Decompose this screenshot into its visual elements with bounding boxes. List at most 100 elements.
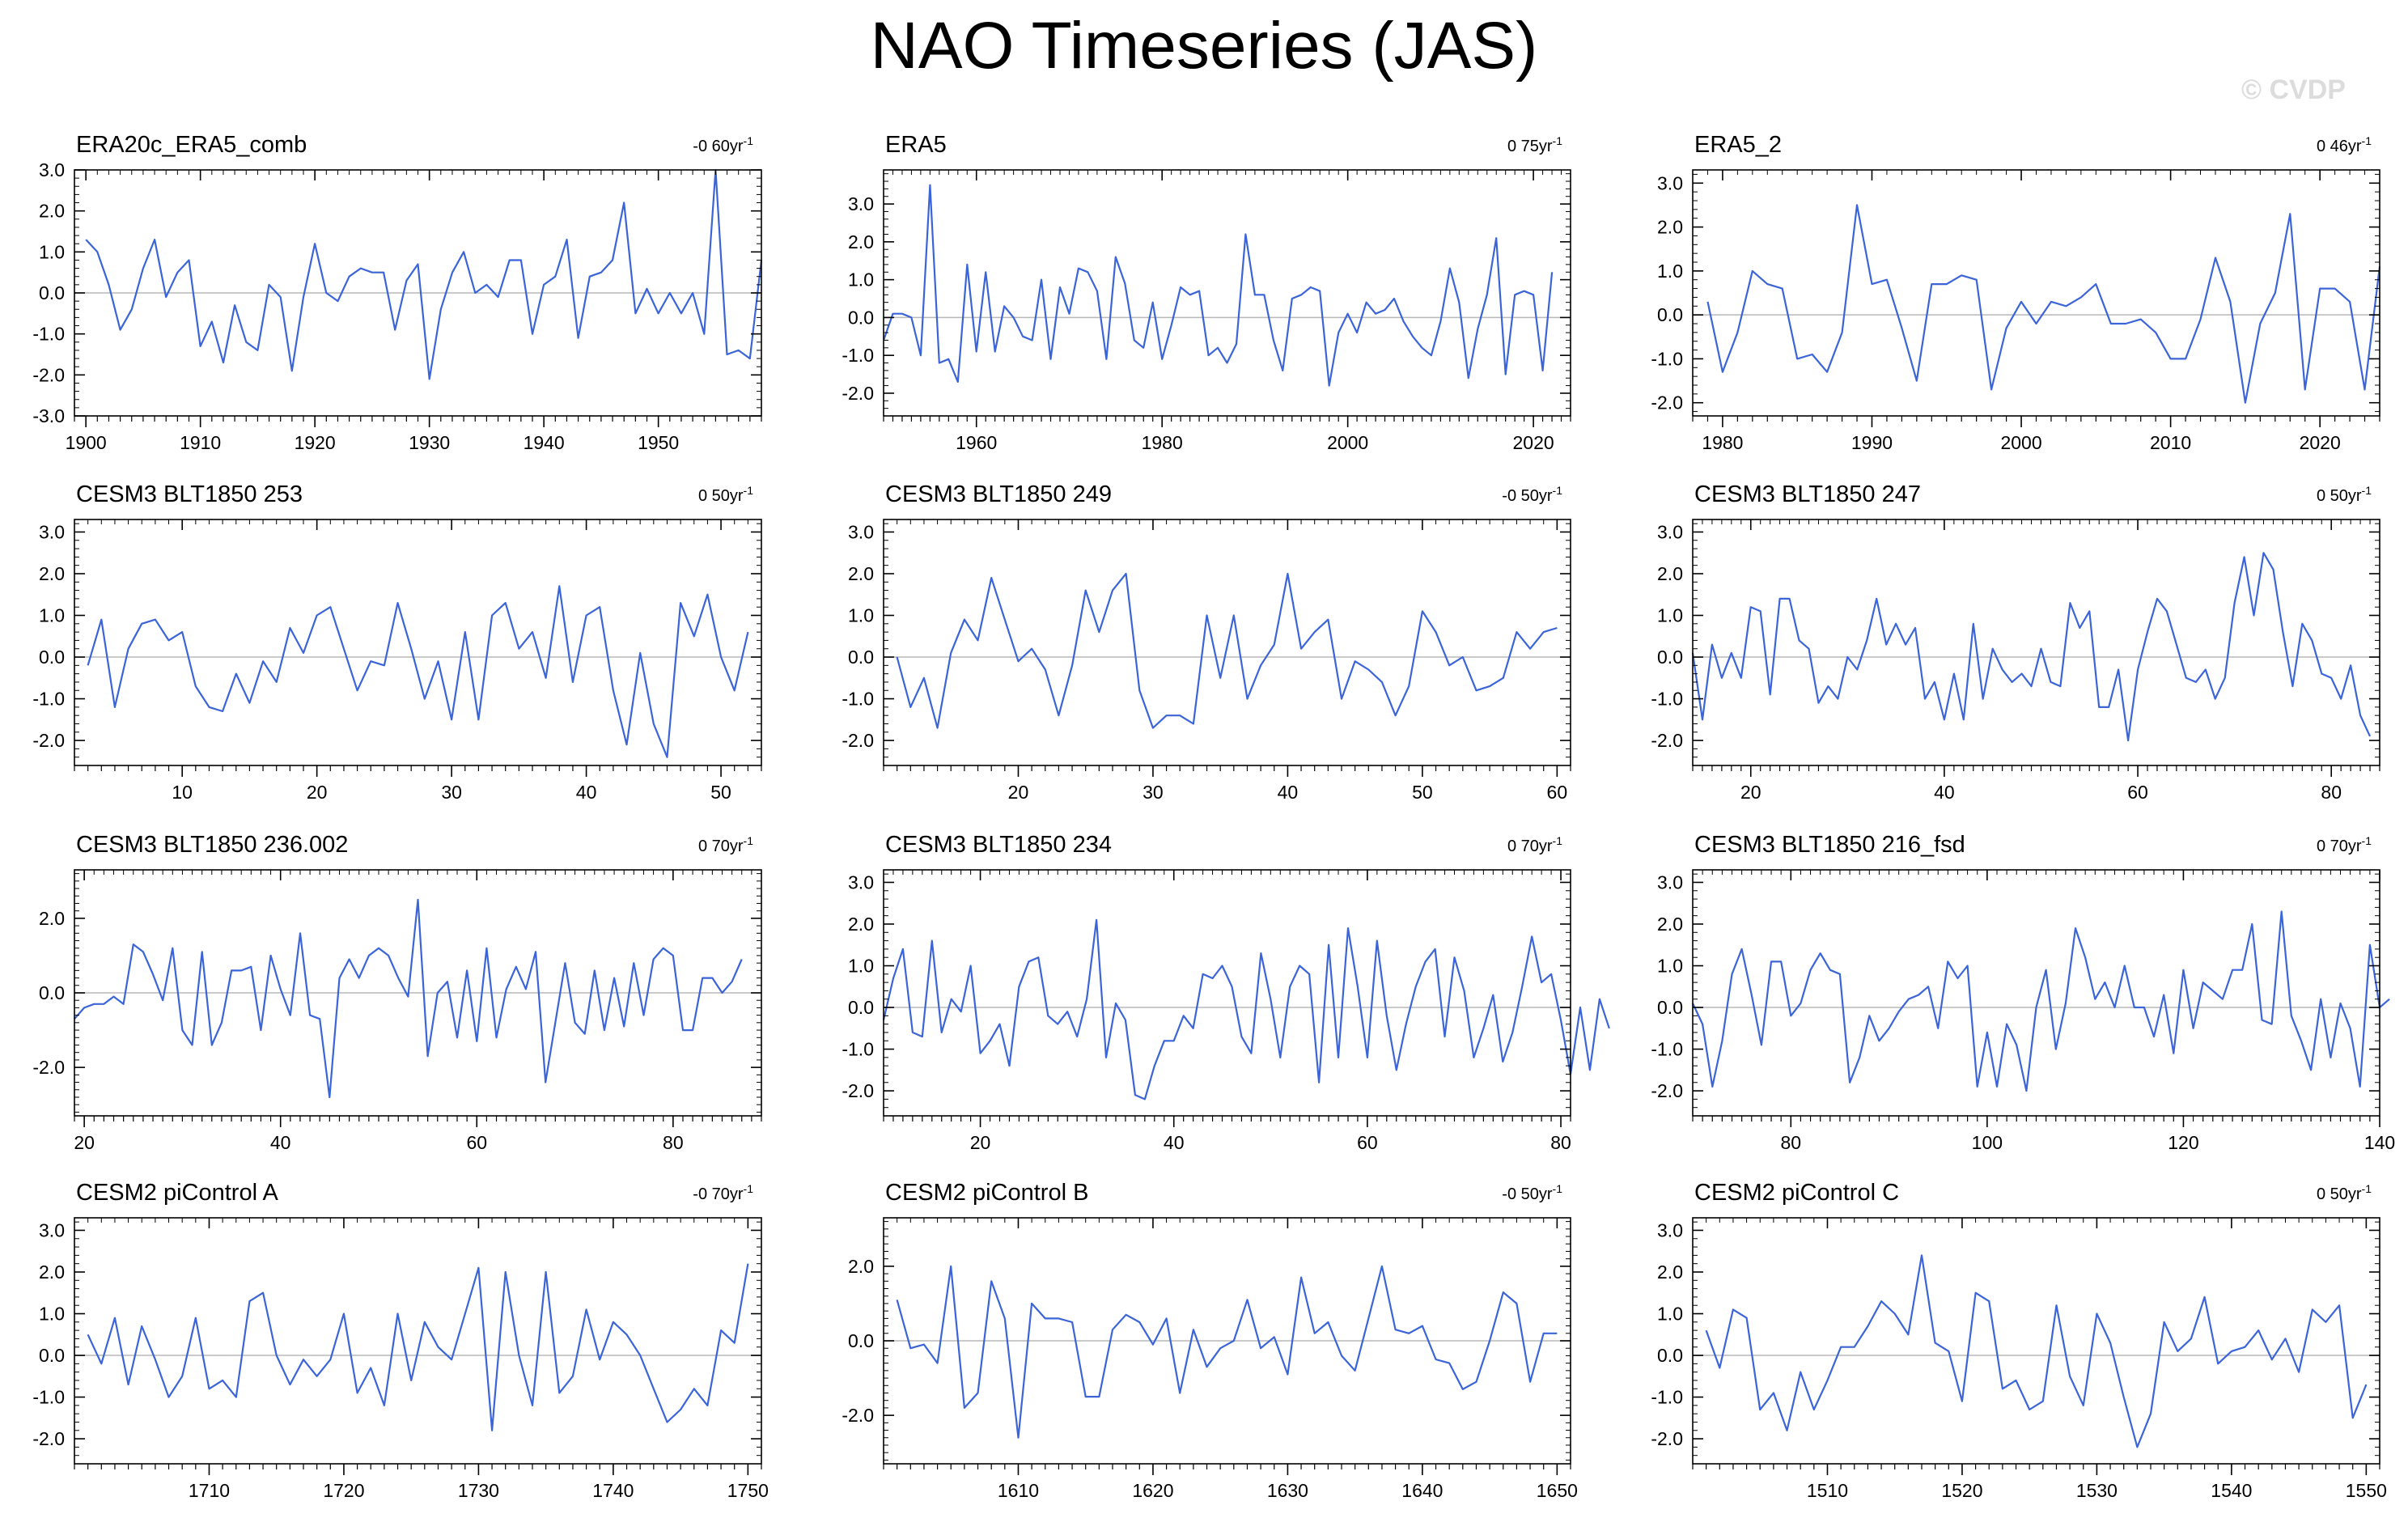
y-tick-label: 0.0	[39, 647, 65, 668]
x-tick-label: 1910	[180, 432, 221, 453]
x-tick-label: 1650	[1537, 1480, 1578, 1501]
x-tick-label: 1990	[1851, 432, 1893, 453]
y-tick-label: 0.0	[39, 1345, 65, 1366]
y-tick-label: 0.0	[39, 982, 65, 1003]
panel-trend: 0 75yr-1	[1507, 134, 1562, 155]
trend-unit-superscript: -1	[744, 134, 754, 147]
y-tick-label: 2.0	[1657, 1261, 1683, 1283]
y-tick-label: 2.0	[848, 1256, 874, 1277]
nao-panel-7: CESM3 BLT1850 236.002 0 70yr-1 20 40 60 80 -2.…	[32, 832, 762, 1153]
y-tick-label: 1.0	[848, 605, 874, 626]
y-tick-label: 0.0	[1657, 997, 1683, 1018]
trend-unit-superscript: -1	[744, 1182, 754, 1195]
panel-title: ERA5	[885, 132, 947, 158]
x-tick-label: 30	[1143, 782, 1164, 803]
nao-panel-4: CESM3 BLT1850 253 0 50yr-1 10 20 30 40 50 -2.0 -…	[32, 481, 762, 803]
panel-trend: -0 50yr-1	[1502, 1182, 1562, 1203]
y-tick-label: 2.0	[39, 908, 65, 929]
y-tick-label: 3.0	[848, 521, 874, 542]
x-tick-label: 1520	[1941, 1480, 1982, 1501]
panel-trend: 0 50yr-1	[2317, 484, 2372, 505]
nao-panel-10: CESM2 piControl A -0 70yr-1 1710 1720 1730 17…	[32, 1180, 769, 1501]
x-tick-label: 80	[663, 1132, 684, 1153]
panel-trend: 0 46yr-1	[2317, 134, 2372, 155]
x-tick-label: 1960	[956, 432, 997, 453]
y-tick-label: -1.0	[842, 1039, 874, 1060]
nao-panel-8: CESM3 BLT1850 234 0 70yr-1 20 40 60 80 -2.0 -1.…	[842, 832, 1610, 1153]
x-tick-label: 2000	[2000, 432, 2041, 453]
nao-panel-3: ERA5_2 0 46yr-1 1980 1990 2000 2010 2020 -2.0 -1…	[1651, 132, 2381, 453]
panel-title: CESM3 BLT1850 234	[885, 832, 1112, 858]
y-tick-label: 2.0	[1657, 563, 1683, 584]
panel-title: CESM3 BLT1850 249	[885, 481, 1112, 507]
trend-unit-superscript: -1	[2362, 1182, 2372, 1195]
y-tick-label: -2.0	[842, 383, 874, 404]
y-tick-label: -2.0	[1651, 1428, 1683, 1449]
x-tick-label: 20	[1740, 782, 1761, 803]
panel-trend: 0 70yr-1	[2317, 834, 2372, 855]
trend-unit-superscript: -1	[1553, 484, 1563, 497]
x-tick-label: 1620	[1132, 1480, 1173, 1501]
y-tick-label: -1.0	[1651, 1039, 1683, 1060]
x-tick-label: 2020	[2300, 432, 2341, 453]
nao-series-line	[85, 168, 763, 380]
y-tick-label: -1.0	[32, 1387, 65, 1408]
x-tick-label: 1510	[1807, 1480, 1848, 1501]
y-tick-label: -2.0	[1651, 392, 1683, 413]
y-tick-label: -2.0	[842, 1405, 874, 1426]
nao-series-line	[882, 184, 1554, 387]
y-tick-label: 3.0	[1657, 871, 1683, 893]
plot-frame	[74, 1217, 762, 1465]
nao-panel-11: CESM2 piControl B -0 50yr-1 1610 1620 1630 16…	[842, 1180, 1578, 1501]
plot-frame	[1692, 869, 2380, 1117]
y-tick-label: -1.0	[842, 345, 874, 366]
x-tick-label: 40	[576, 782, 597, 803]
y-tick-label: 3.0	[1657, 521, 1683, 542]
y-tick-label: 0.0	[848, 307, 874, 328]
x-tick-label: 1730	[458, 1480, 499, 1501]
panel-trend: 0 50yr-1	[2317, 1182, 2372, 1203]
y-tick-label: 1.0	[39, 1304, 65, 1325]
nao-series-line	[87, 585, 749, 758]
y-tick-label: -2.0	[1651, 730, 1683, 751]
trend-unit-superscript: -1	[2362, 134, 2372, 147]
y-tick-label: 3.0	[1657, 1219, 1683, 1240]
trend-unit-superscript: -1	[2362, 834, 2372, 847]
y-tick-label: 0.0	[1657, 304, 1683, 325]
trend-unit-superscript: -1	[744, 484, 754, 497]
nao-series-line	[1706, 204, 2381, 404]
x-tick-label: 1980	[1142, 432, 1183, 453]
panel-title: ERA5_2	[1694, 132, 1782, 158]
x-tick-label: 2010	[2150, 432, 2191, 453]
y-tick-label: 1.0	[1657, 605, 1683, 626]
y-tick-label: 1.0	[848, 956, 874, 977]
y-tick-label: 0.0	[39, 282, 65, 303]
x-tick-label: 1540	[2211, 1480, 2252, 1501]
page-title: NAO Timeseries (JAS)	[870, 9, 1538, 83]
x-tick-label: 40	[1164, 1132, 1185, 1153]
x-tick-label: 50	[710, 782, 731, 803]
y-tick-label: 0.0	[848, 997, 874, 1018]
y-tick-label: 1.0	[1657, 1304, 1683, 1325]
panel-title: CESM2 piControl C	[1694, 1180, 1899, 1206]
x-tick-label: 1720	[323, 1480, 364, 1501]
x-tick-label: 20	[74, 1132, 95, 1153]
panel-title: CESM3 BLT1850 247	[1694, 481, 1921, 507]
y-tick-label: 0.0	[1657, 647, 1683, 668]
x-tick-label: 40	[1278, 782, 1299, 803]
y-tick-label: 3.0	[39, 159, 65, 180]
nao-series-line	[896, 1265, 1558, 1439]
y-tick-label: 1.0	[1657, 956, 1683, 977]
panel-title: CESM2 piControl B	[885, 1180, 1088, 1206]
panel-title: CESM3 BLT1850 216_fsd	[1694, 832, 1965, 858]
y-tick-label: -2.0	[1651, 1080, 1683, 1101]
plot-frame	[883, 869, 1571, 1117]
x-tick-label: 1920	[295, 432, 336, 453]
y-tick-label: -1.0	[1651, 689, 1683, 710]
plot-frame	[74, 519, 762, 766]
x-tick-label: 80	[2321, 782, 2342, 803]
y-tick-label: 1.0	[848, 269, 874, 290]
y-tick-label: 2.0	[39, 1261, 65, 1283]
y-tick-label: 1.0	[39, 605, 65, 626]
x-tick-label: 1930	[409, 432, 450, 453]
